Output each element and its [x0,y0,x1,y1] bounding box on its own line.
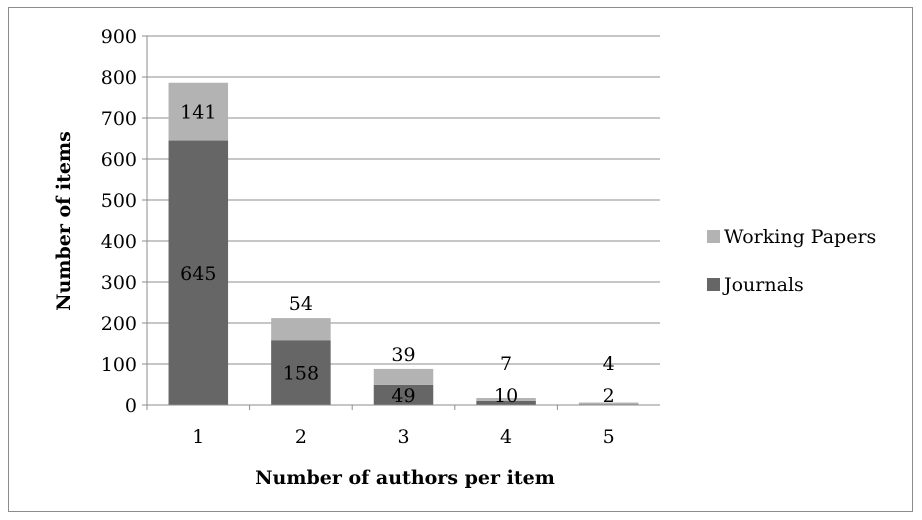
legend-label: Working Papers [724,226,876,248]
data-label: 49 [391,385,415,407]
gridlines [147,35,660,365]
bar-journals [476,400,536,405]
bar-journals [168,140,229,406]
bar-journals [373,384,434,405]
bar-working-papers [476,398,536,401]
data-label: 7 [500,353,512,375]
y-tick-label: 900 [101,26,137,48]
y-tick-label: 300 [101,272,137,294]
legend: Working Papers Journals [707,226,876,296]
y-tick-label: 600 [101,149,137,171]
y-tick-label: 700 [101,108,137,130]
y-tick-label: 200 [101,313,137,335]
y-tick-label: 100 [101,354,137,376]
data-label: 4 [603,353,615,375]
x-tick-label: 5 [603,426,615,448]
bars [168,82,639,406]
data-labels: 645 141 158 54 49 39 10 7 2 4 [180,102,615,407]
bar-working-papers [271,318,331,341]
data-label: 39 [391,344,415,366]
y-tick-label: 800 [101,67,137,89]
data-label: 158 [283,363,319,385]
bar-working-papers [578,402,639,405]
y-axis-title: Number of items [53,131,75,311]
axes: 0 100 200 300 400 500 600 700 800 900 1 2 3 4 5 [101,26,660,448]
data-label: 10 [494,385,518,407]
chart-frame [8,7,913,512]
y-tick-label: 500 [101,190,137,212]
bar-journals [271,340,331,405]
legend-swatch [707,278,720,291]
x-tick-label: 1 [192,426,204,448]
data-label: 645 [180,263,216,285]
bar-working-papers [168,82,229,141]
legend-swatch [707,230,720,243]
data-label: 2 [603,385,615,407]
x-axis-title: Number of authors per item [255,467,555,489]
legend-label: Journals [722,274,804,296]
x-tick-label: 4 [500,426,512,448]
x-tick-label: 2 [295,426,307,448]
data-label: 141 [180,102,216,124]
data-label: 54 [289,293,313,315]
x-tick-label: 3 [397,426,409,448]
y-tick-label: 0 [125,395,137,417]
y-tick-label: 400 [101,231,137,253]
bar-working-papers [373,368,434,385]
